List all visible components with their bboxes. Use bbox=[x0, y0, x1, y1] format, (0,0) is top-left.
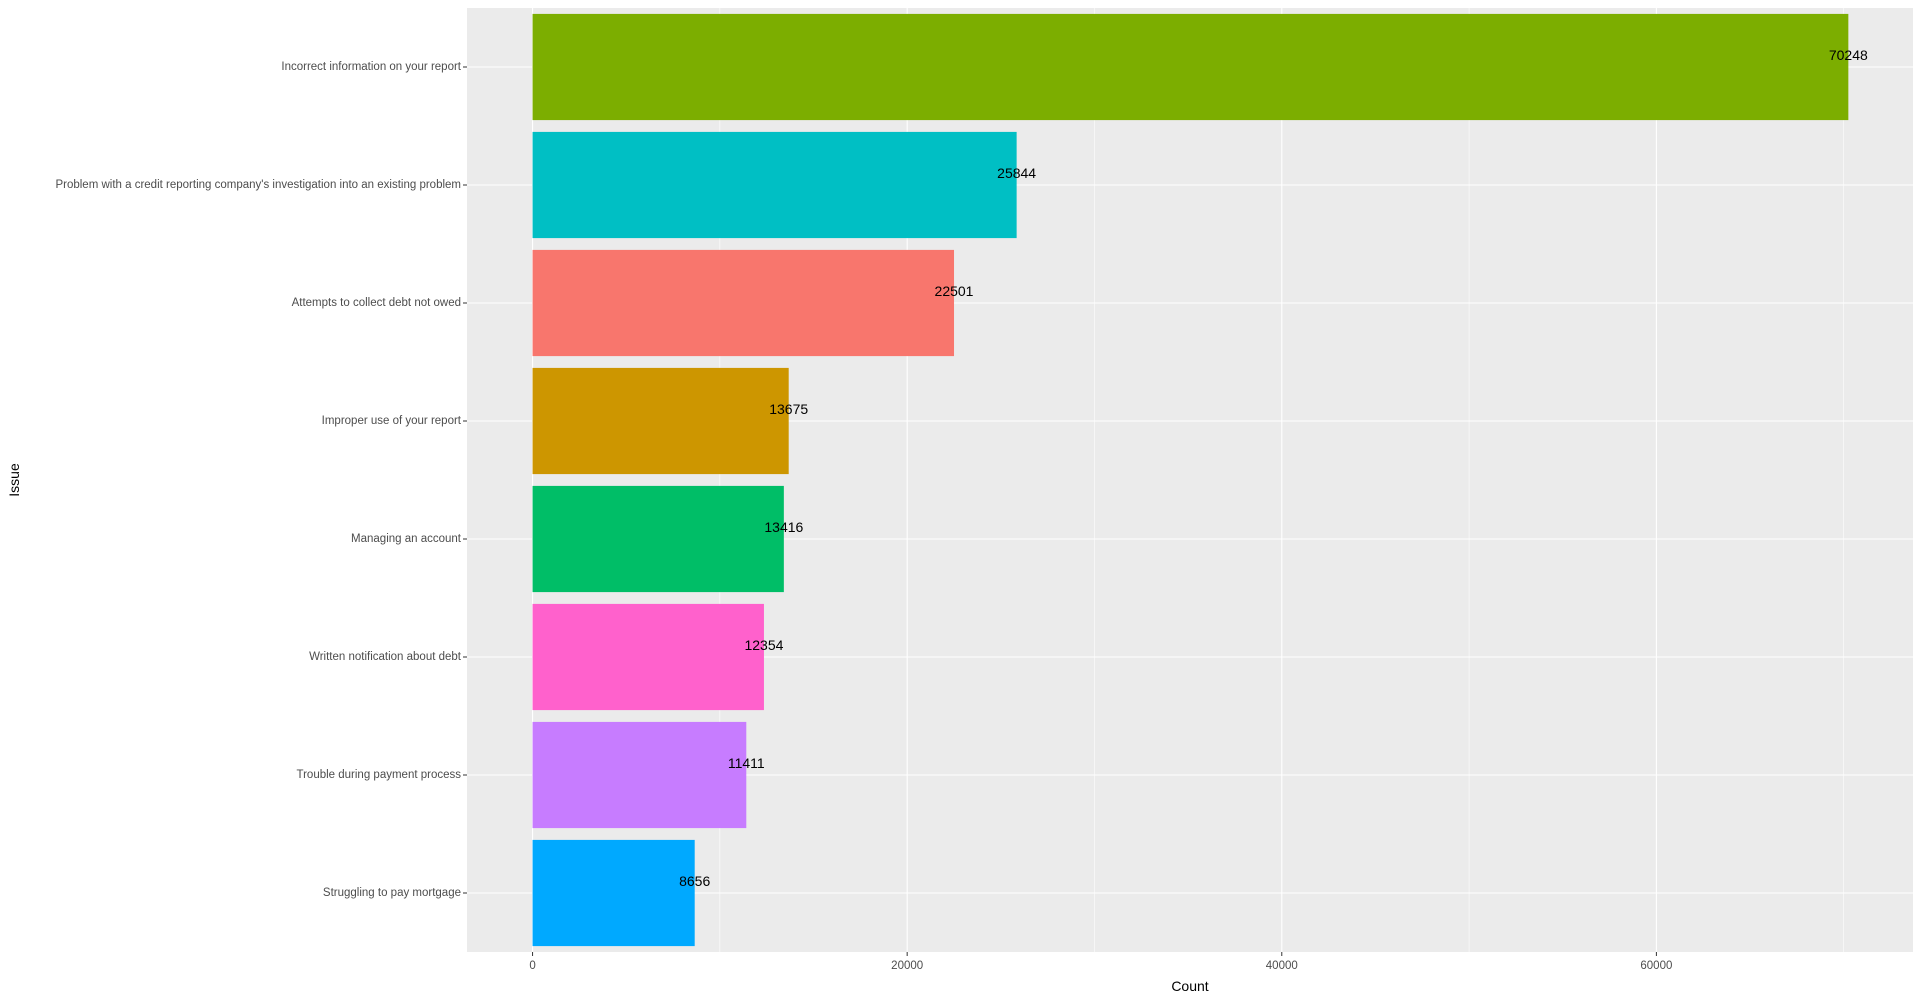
bar bbox=[532, 485, 784, 593]
bar bbox=[532, 367, 789, 475]
bar bbox=[532, 131, 1017, 239]
x-tick-label: 20000 bbox=[891, 960, 923, 972]
y-tick-label: Trouble during payment process bbox=[297, 769, 462, 781]
y-tick-label: Struggling to pay mortgage bbox=[323, 887, 461, 899]
x-axis-title: Count bbox=[1171, 978, 1208, 994]
x-axis: 0 20000 40000 60000 bbox=[529, 952, 1672, 972]
bar-value-label: 11411 bbox=[728, 755, 765, 771]
bar bbox=[532, 13, 1849, 121]
x-tick-label: 60000 bbox=[1640, 960, 1672, 972]
y-tick-label: Attempts to collect debt not owed bbox=[292, 297, 461, 309]
bar bbox=[532, 839, 695, 947]
bars-group bbox=[532, 13, 1849, 947]
y-tick-label: Problem with a credit reporting company'… bbox=[55, 179, 461, 191]
bar-value-label: 22501 bbox=[935, 283, 974, 299]
bar-value-label: 13416 bbox=[764, 519, 803, 535]
bar bbox=[532, 603, 764, 711]
bar-value-label: 70248 bbox=[1829, 47, 1868, 63]
y-axis-title: Issue bbox=[6, 463, 22, 497]
bar bbox=[532, 721, 747, 829]
y-tick-label: Written notification about debt bbox=[309, 651, 462, 663]
y-tick-label: Managing an account bbox=[351, 533, 462, 545]
y-axis: Incorrect information on your report Prob… bbox=[55, 61, 467, 899]
y-tick-label: Incorrect information on your report bbox=[281, 61, 461, 73]
bar-value-label: 13675 bbox=[769, 401, 808, 417]
bar-value-label: 25844 bbox=[997, 165, 1036, 181]
y-tick-label: Improper use of your report bbox=[322, 415, 462, 427]
bar-value-label: 12354 bbox=[744, 637, 783, 653]
x-tick-label: 40000 bbox=[1266, 960, 1298, 972]
bar-value-label: 8656 bbox=[679, 873, 710, 889]
bar bbox=[532, 249, 955, 357]
x-tick-label: 0 bbox=[529, 960, 535, 972]
data-labels-group: 70248 25844 22501 13675 13416 12354 11411 8656 bbox=[679, 47, 1868, 889]
